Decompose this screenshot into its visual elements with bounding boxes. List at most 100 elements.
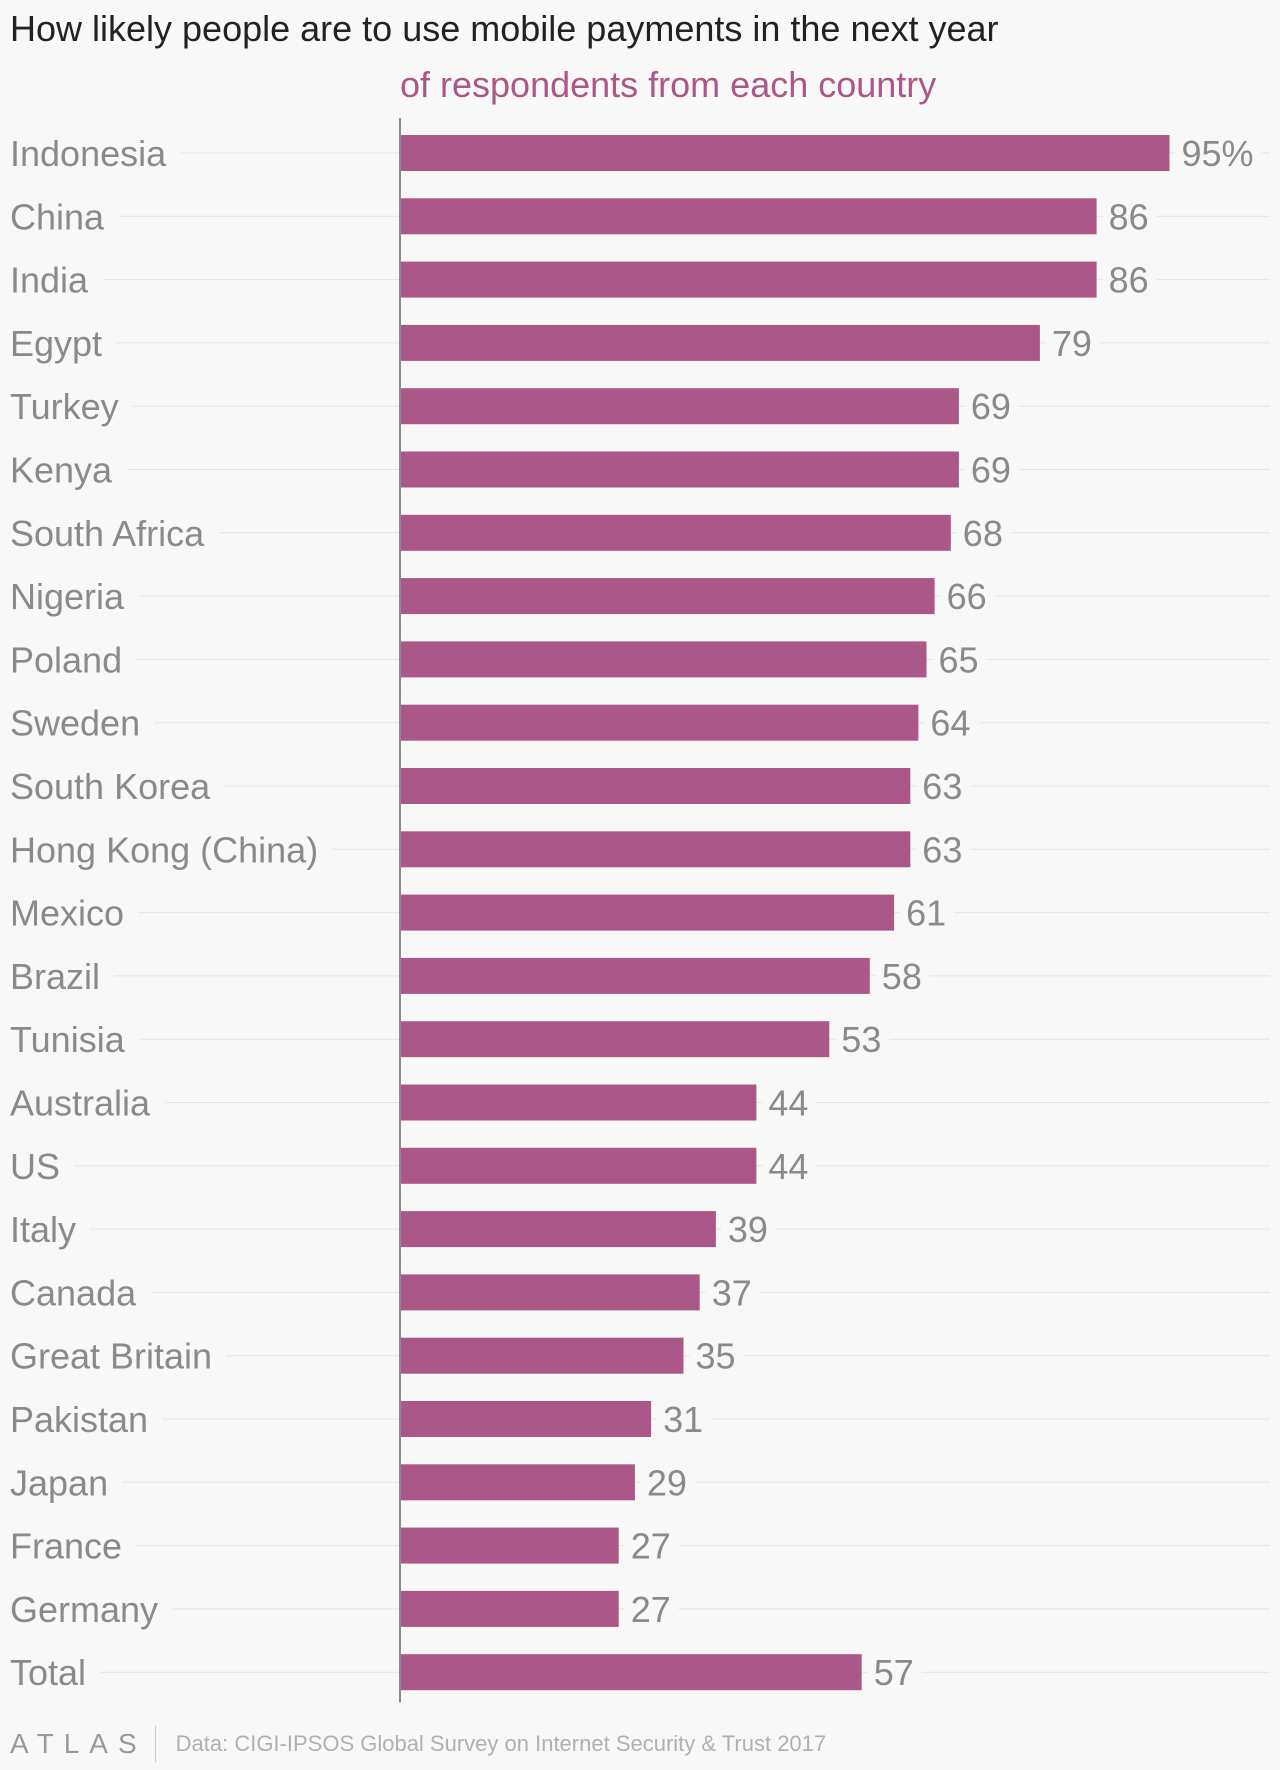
label-backdrop — [0, 447, 128, 492]
bar — [400, 1590, 619, 1627]
atlas-logo: ATLAS — [10, 1728, 147, 1759]
category-label: Indonesia — [10, 133, 167, 174]
value-backdrop — [964, 384, 1019, 429]
value-backdrop — [900, 890, 955, 935]
category-label: Hong Kong (China) — [10, 829, 318, 870]
label-backdrop — [0, 384, 133, 429]
label-backdrop — [0, 1270, 152, 1315]
bar — [400, 1021, 830, 1058]
value-backdrop — [924, 700, 979, 745]
label-backdrop — [0, 574, 140, 619]
value-backdrop — [1102, 257, 1157, 302]
bar — [400, 1211, 716, 1248]
label-backdrop — [0, 131, 182, 175]
value-label: 86 — [1109, 260, 1149, 301]
label-backdrop — [0, 510, 220, 555]
category-label: Egypt — [10, 323, 102, 364]
value-label: 53 — [841, 1019, 881, 1060]
label-backdrop — [0, 1523, 137, 1568]
bar — [400, 451, 959, 488]
value-backdrop — [956, 510, 1011, 555]
category-label: Sweden — [10, 703, 140, 744]
bar — [400, 1401, 652, 1437]
value-backdrop — [1045, 320, 1100, 365]
value-backdrop — [835, 1017, 890, 1062]
bar — [400, 768, 911, 804]
label-backdrop — [0, 827, 333, 872]
value-backdrop — [875, 953, 930, 998]
bar — [400, 514, 951, 551]
source-note: Data: CIGI-IPSOS Global Survey on Intern… — [175, 1731, 827, 1756]
bar — [400, 704, 919, 741]
value-label: 44 — [768, 1083, 808, 1124]
label-backdrop — [0, 953, 115, 998]
category-label: US — [10, 1146, 60, 1187]
value-label: 63 — [922, 766, 962, 807]
value-backdrop — [640, 1460, 695, 1505]
value-label: 86 — [1109, 196, 1149, 237]
label-backdrop — [0, 1397, 163, 1441]
value-backdrop — [940, 574, 995, 619]
bar-chart: Indonesia 95% China 86 India 86 Egypt 79 Turkey 6… — [0, 118, 1270, 1703]
value-label: 27 — [631, 1589, 671, 1630]
category-label: Italy — [10, 1209, 76, 1250]
category-label: Poland — [10, 639, 122, 680]
label-backdrop — [0, 1017, 140, 1062]
value-backdrop — [932, 637, 987, 682]
category-label: Brazil — [10, 956, 100, 997]
value-backdrop — [964, 447, 1019, 492]
category-label: Nigeria — [10, 576, 125, 617]
category-label: Australia — [10, 1083, 151, 1124]
category-label: South Africa — [10, 513, 205, 554]
label-backdrop — [0, 1586, 173, 1631]
bar — [400, 1274, 700, 1311]
category-label: China — [10, 196, 105, 237]
category-label: Great Britain — [10, 1336, 212, 1377]
value-backdrop — [916, 764, 971, 808]
bar — [400, 1527, 619, 1564]
category-label: Turkey — [10, 386, 119, 427]
value-backdrop — [1175, 131, 1262, 175]
label-backdrop — [0, 1143, 75, 1188]
footer-divider — [154, 1726, 156, 1762]
label-backdrop — [0, 764, 226, 808]
bar — [400, 894, 895, 931]
value-label: 57 — [874, 1652, 914, 1693]
value-backdrop — [721, 1207, 776, 1252]
category-label: Total — [10, 1652, 86, 1693]
value-label: 63 — [922, 829, 962, 870]
value-label: 65 — [939, 639, 979, 680]
value-label: 58 — [882, 956, 922, 997]
category-label: Mexico — [10, 893, 124, 934]
value-backdrop — [689, 1333, 744, 1378]
bar — [400, 1654, 862, 1691]
bar — [400, 831, 911, 868]
chart-subtitle: of respondents from each country — [400, 64, 937, 105]
value-label: 69 — [971, 386, 1011, 427]
bar — [400, 135, 1170, 171]
bar — [400, 578, 935, 615]
value-backdrop — [705, 1270, 760, 1315]
bar — [400, 324, 1040, 361]
value-label: 29 — [647, 1462, 687, 1503]
category-label: Tunisia — [10, 1019, 126, 1060]
label-backdrop — [0, 1333, 227, 1378]
category-label: Canada — [10, 1272, 137, 1313]
bar — [400, 1464, 635, 1501]
value-label: 39 — [728, 1209, 768, 1250]
value-label: 44 — [768, 1146, 808, 1187]
bar — [400, 1084, 757, 1121]
value-backdrop — [624, 1586, 679, 1631]
category-label: India — [10, 260, 89, 301]
label-backdrop — [0, 257, 104, 302]
value-label: 68 — [963, 513, 1003, 554]
category-label: Kenya — [10, 450, 113, 491]
bar — [400, 1337, 684, 1374]
value-backdrop — [762, 1143, 817, 1188]
category-label: France — [10, 1526, 122, 1567]
value-backdrop — [624, 1523, 679, 1568]
bar — [400, 388, 959, 425]
bar — [400, 1147, 757, 1184]
value-label: 66 — [947, 576, 987, 617]
bar — [400, 957, 870, 994]
